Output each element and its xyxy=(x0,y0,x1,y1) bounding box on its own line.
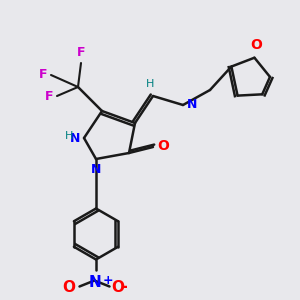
Text: H: H xyxy=(65,130,74,141)
Text: F: F xyxy=(45,89,53,103)
Text: O: O xyxy=(158,139,169,152)
Text: N: N xyxy=(91,163,101,176)
Text: O: O xyxy=(62,280,75,296)
Text: N: N xyxy=(70,131,80,145)
Text: N: N xyxy=(187,98,197,112)
Text: H: H xyxy=(146,80,154,89)
Text: O: O xyxy=(250,38,262,52)
Text: N: N xyxy=(88,275,101,290)
Text: F: F xyxy=(39,68,47,82)
Text: F: F xyxy=(77,46,85,59)
Text: O: O xyxy=(111,280,124,296)
Text: +: + xyxy=(103,274,113,286)
Text: -: - xyxy=(120,278,127,296)
